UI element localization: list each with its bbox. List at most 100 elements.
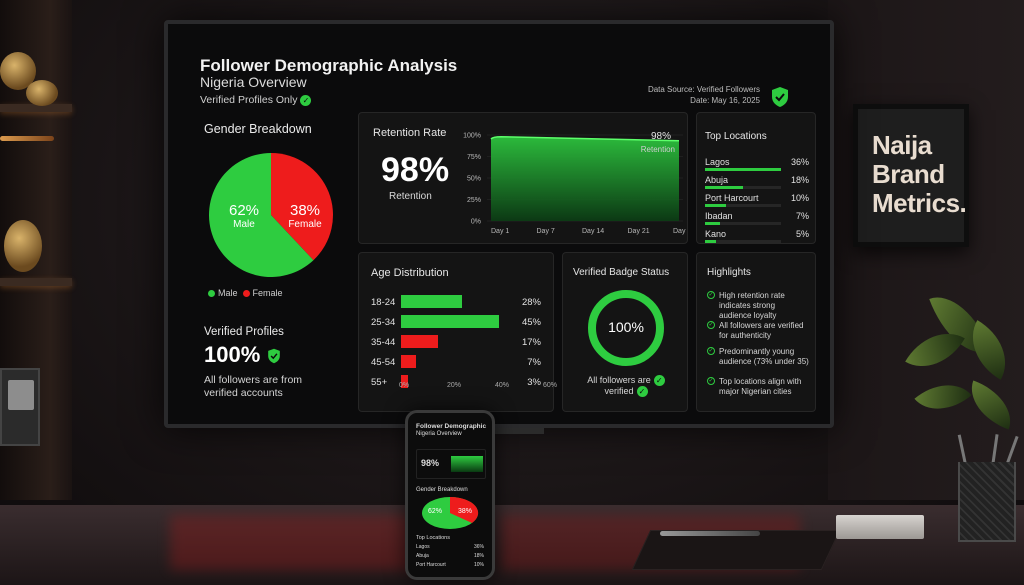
age-row: 18-24 28%: [371, 295, 541, 313]
verified-shield-icon: [772, 87, 788, 107]
age-bar: [401, 355, 417, 368]
age-label: 35-44: [371, 337, 396, 348]
y-tick-label: 50%: [467, 176, 481, 183]
location-bar: [705, 168, 781, 171]
check-circle-icon: ✓: [707, 291, 715, 299]
top-locations-card: Top Locations Lagos 36% Abuja 18% Port Harco…: [696, 112, 816, 244]
trophy-icon: [4, 220, 42, 272]
verified-filter[interactable]: Verified Profiles Only ✓: [200, 94, 312, 106]
retention-chart-label: Retention: [640, 145, 675, 154]
male-label: Male: [233, 219, 255, 230]
age-bar: [401, 315, 499, 328]
age-row: 25-34 45%: [371, 315, 541, 333]
shelf: [0, 278, 72, 286]
age-row: 45-54 7%: [371, 355, 541, 373]
dashboard-subtitle: Nigeria Overview: [200, 74, 307, 90]
check-circle-icon: ✓: [707, 377, 715, 385]
x-tick-label: Day 7: [537, 228, 555, 235]
plaque: [0, 368, 40, 446]
tv-stand: [452, 428, 544, 434]
location-name: Lagos: [705, 157, 730, 167]
verified-profiles-description: All followers are from verified accounts: [204, 374, 302, 400]
age-axis-tick: 60%: [543, 382, 558, 389]
retention-value: 98%: [381, 151, 450, 189]
verified-badge-ring: [588, 290, 664, 366]
retention-title: Retention Rate: [373, 127, 447, 139]
female-label: Female: [288, 219, 322, 230]
age-row: 55+ 3%: [371, 375, 541, 393]
location-name: Port Harcourt: [705, 193, 759, 203]
phone-loc-pct: 10%: [474, 562, 485, 568]
phone-title: Follower Demographic: [416, 423, 487, 430]
age-pct: 17%: [521, 337, 541, 348]
card-box: [836, 515, 924, 539]
age-axis-tick: 20%: [447, 382, 462, 389]
location-bar-track: [705, 186, 781, 189]
age-label: 45-54: [371, 357, 396, 368]
x-tick-label: Day 14: [582, 228, 604, 235]
female-pct: 38%: [289, 202, 321, 219]
check-circle-icon: ✓: [707, 347, 715, 355]
dashboard-screen: Follower Demographic Analysis Nigeria Ov…: [178, 34, 820, 414]
female-slice-label: 38% Female: [282, 202, 328, 230]
location-pct: 36%: [790, 157, 809, 167]
wall-poster: Naija Brand Metrics.: [853, 104, 969, 247]
verified-shield-icon: [268, 348, 281, 364]
age-pct: 3%: [527, 377, 541, 388]
smartphone: Follower Demographic Nigeria Overview 98…: [405, 410, 495, 580]
male-slice-label: 62% Male: [222, 202, 266, 230]
x-tick-label: Day 21: [628, 228, 650, 235]
check-icon: ✓: [653, 375, 665, 387]
phone-loc-pct: 18%: [474, 553, 485, 559]
retention-area-chart: 100% 75% 50% 25% 0% Day 1 Day 7 Day 14 Day 21 Day…: [463, 133, 687, 236]
highlight-text: Top locations align with major Nigerian …: [719, 377, 802, 396]
age-pct: 28%: [521, 297, 541, 308]
data-source: Data Source: Verified Followers Date: Ma…: [648, 84, 760, 106]
retention-label: Retention: [389, 191, 432, 202]
gender-pie-svg: [208, 153, 333, 277]
male-pct: 62%: [228, 202, 260, 219]
x-tick-label: Day 1: [491, 228, 509, 235]
highlights-title: Highlights: [707, 267, 751, 278]
location-bar: [705, 186, 743, 189]
notebook: [631, 530, 841, 570]
age-axis-tick: 40%: [495, 382, 510, 389]
male-slice: [208, 153, 314, 277]
highlight-text: High retention rate indicates strong aud…: [719, 291, 785, 320]
phone-female-pct: 38%: [458, 508, 473, 515]
phone-loc: Abuja: [416, 553, 429, 559]
badge-caption-line: All followers are ✓: [563, 375, 689, 387]
age-pct: 7%: [527, 357, 541, 368]
phone-retention-chart: [451, 456, 483, 472]
female-slice: [271, 153, 333, 261]
verified-badge-title: Verified Badge Status: [573, 267, 670, 278]
date-label: Date: May 16, 2025: [690, 96, 760, 105]
legend-male: Male: [218, 288, 238, 298]
verified-profiles-value: 100%: [204, 342, 282, 368]
phone-retention-card: 98%: [416, 449, 486, 479]
badge-caption-line: verified ✓: [563, 386, 689, 398]
poster-line: Metrics.: [872, 188, 967, 218]
vp-line: All followers are from: [204, 374, 303, 386]
highlight-item: ✓ High retention rate indicates strong au…: [707, 291, 809, 321]
location-bar-track: [705, 204, 781, 207]
age-label: 55+: [371, 377, 388, 388]
phone-retention: 98%: [421, 458, 440, 468]
location-row: Kano 5%: [705, 229, 809, 247]
location-name: Abuja: [705, 175, 729, 185]
highlights-card: Highlights ✓ High retention rate indicate…: [696, 252, 816, 412]
trophy-icon: [26, 80, 58, 106]
x-tick-label: Day 30: [673, 228, 687, 235]
age-bar: [401, 295, 462, 308]
age-distribution-card: Age Distribution 18-24 28% 25-34 45% 35-44 17…: [358, 252, 558, 412]
phone-gender-title: Gender Breakdown: [416, 487, 468, 493]
age-label: 18-24: [371, 297, 396, 308]
location-row: Lagos 36%: [705, 157, 809, 175]
age-label: 25-34: [371, 317, 396, 328]
location-bar-track: [705, 168, 781, 171]
check-circle-icon: ✓: [707, 321, 715, 329]
highlight-item: ✓ All followers are verified for authenti…: [707, 321, 809, 341]
verified-badge-value: 100%: [608, 319, 644, 335]
data-source-label: Data Source: Verified Followers: [647, 85, 760, 94]
legend-male-dot: [208, 290, 215, 298]
